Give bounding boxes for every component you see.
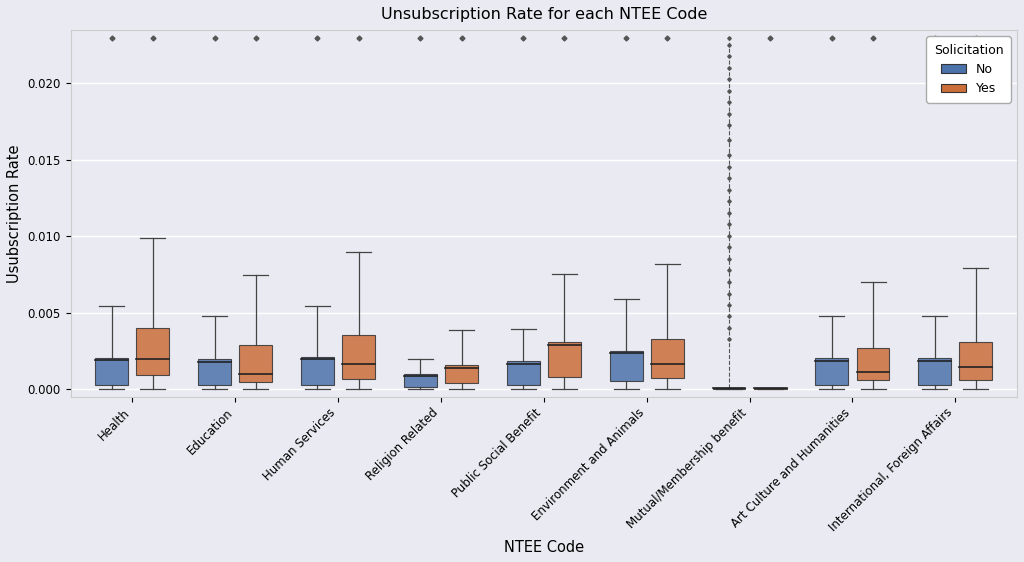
X-axis label: NTEE Code: NTEE Code [504, 540, 584, 555]
Bar [445, 365, 478, 383]
Bar [651, 338, 684, 378]
Bar [548, 342, 581, 378]
Bar [342, 335, 375, 379]
Bar [959, 342, 992, 380]
Legend: No, Yes: No, Yes [926, 37, 1011, 103]
Bar [919, 359, 951, 385]
Bar [199, 359, 231, 385]
Bar [609, 351, 643, 381]
Bar [95, 357, 128, 385]
Bar [815, 359, 848, 385]
Title: Unsubscription Rate for each NTEE Code: Unsubscription Rate for each NTEE Code [381, 7, 707, 22]
Bar [403, 374, 437, 387]
Y-axis label: Usubscription Rate: Usubscription Rate [7, 144, 22, 283]
Bar [301, 357, 334, 385]
Bar [136, 328, 169, 375]
Bar [856, 348, 890, 380]
Bar [240, 345, 272, 382]
Bar [507, 361, 540, 385]
